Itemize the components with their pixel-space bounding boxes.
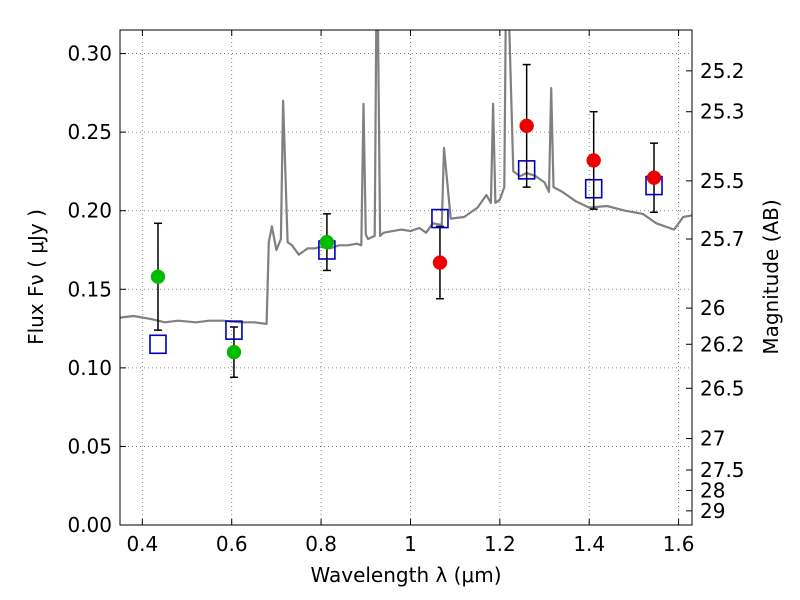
right-tick-label: 26.5 <box>700 376 745 400</box>
x-axis-label: Wavelength λ (μm) <box>310 563 501 587</box>
right-axis-label: Magnitude (AB) <box>759 199 783 354</box>
right-tick-label: 27.5 <box>700 458 745 482</box>
model-square-point <box>149 334 167 355</box>
y-tick-label: 0.10 <box>67 356 112 380</box>
x-axis: 0.4 0.6 0.8 1 1.2 1.4 1.6 <box>126 30 695 556</box>
right-tick-label: 26.2 <box>700 332 745 356</box>
x-tick-label: 0.4 <box>126 532 158 556</box>
x-tick-label: 0.6 <box>216 532 248 556</box>
right-tick-label: 25.5 <box>700 169 745 193</box>
y-tick-label: 0.00 <box>67 513 112 537</box>
y-tick-label: 0.20 <box>67 199 112 223</box>
x-tick-label: 0.8 <box>305 532 337 556</box>
y-tick-label: 0.05 <box>67 434 112 458</box>
y-tick-label: 0.25 <box>67 120 112 144</box>
plot-frame <box>119 29 693 526</box>
y-tick-label: 0.15 <box>67 277 112 301</box>
right-tick-label: 25.3 <box>700 100 745 124</box>
y-axis: 0.00 0.05 0.10 0.15 0.20 0.25 0.30 <box>67 42 126 537</box>
data-circle-point <box>150 269 166 284</box>
y-tick-label: 0.30 <box>67 42 112 66</box>
data-circle-point <box>519 118 534 134</box>
right-tick-label: 25.7 <box>700 227 745 251</box>
data-circle-point <box>226 344 242 360</box>
x-tick-label: 1.6 <box>663 532 695 556</box>
plot-content <box>120 30 692 379</box>
model-square-point <box>225 320 243 340</box>
x-tick-label: 1 <box>404 532 417 556</box>
x-tick-label: 1.4 <box>573 532 605 556</box>
data-circle-point <box>319 234 335 250</box>
right-tick-label: 25.2 <box>700 59 745 83</box>
y-axis-label: Flux Fν ( μJy ) <box>24 209 48 345</box>
right-tick-label: 26 <box>700 296 725 320</box>
data-circle-point <box>432 255 448 270</box>
model-square-point <box>517 160 536 180</box>
x-tick-label: 1.2 <box>484 532 516 556</box>
model-square-point <box>584 178 603 199</box>
data-circle-point <box>646 170 662 185</box>
right-tick-label: 28 <box>700 478 725 502</box>
plot-background <box>120 30 692 525</box>
spectrum-line <box>120 30 692 325</box>
data-circle-point <box>586 153 601 168</box>
model-square-point <box>431 208 449 229</box>
right-tick-label: 27 <box>700 427 725 451</box>
right-tick-label: 29 <box>700 499 725 523</box>
